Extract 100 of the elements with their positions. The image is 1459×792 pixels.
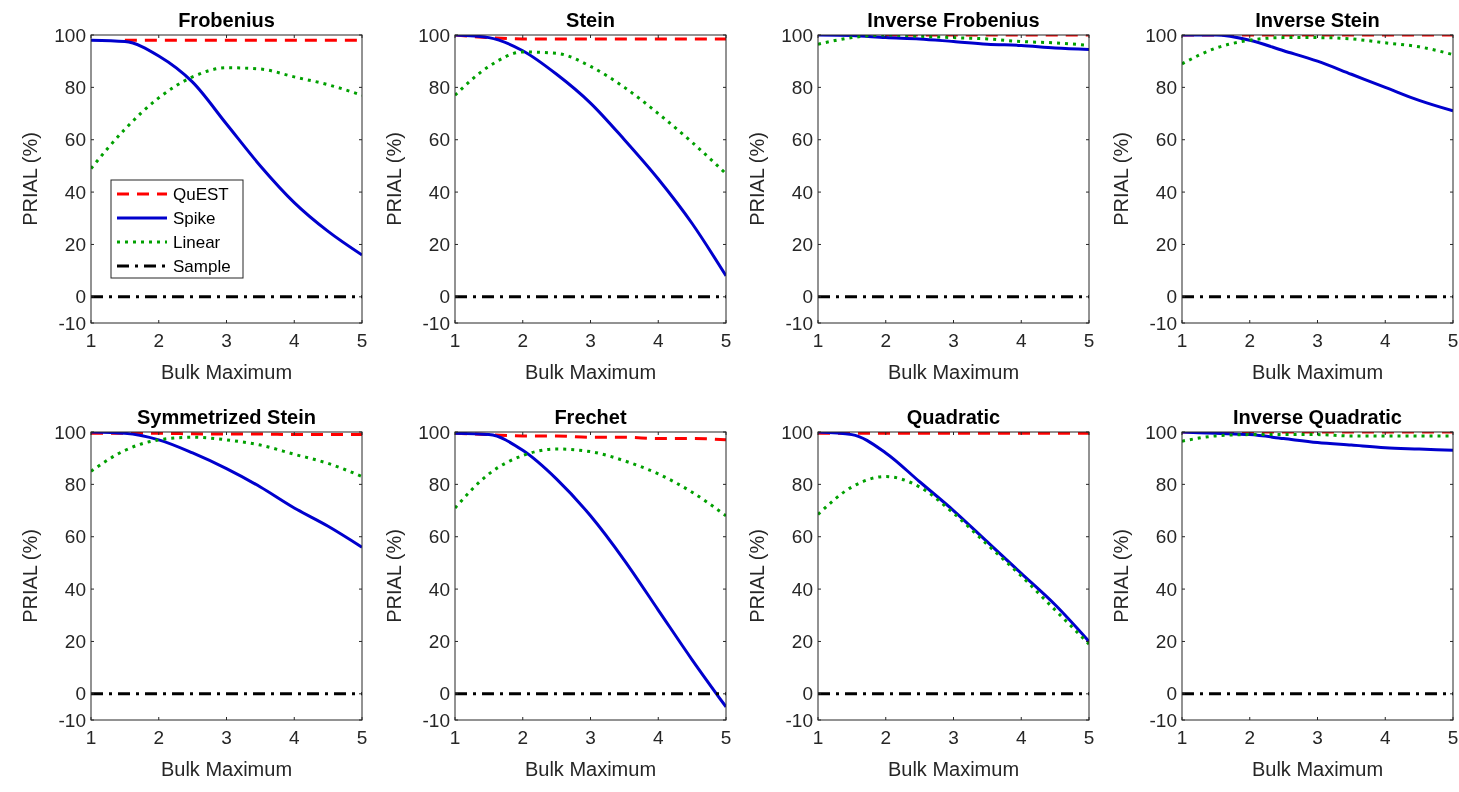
y-tick-label: 80 [428, 77, 450, 99]
x-tick-label: 4 [1379, 727, 1391, 748]
line-series [455, 50, 726, 176]
chart-title: Frechet [554, 406, 627, 428]
x-tick-label: 3 [585, 330, 596, 351]
line-series [818, 432, 1089, 643]
line-series [91, 432, 362, 549]
x-tick-label: 2 [517, 330, 529, 351]
x-tick-label: 1 [1176, 727, 1188, 748]
x-tick-label: 4 [1015, 727, 1027, 748]
y-axis-title: PRIAL (%) [19, 132, 41, 226]
y-tick-label: -10 [1149, 709, 1177, 731]
y-tick-label: 80 [1155, 474, 1177, 496]
y-tick-label: 40 [1155, 181, 1177, 203]
x-tick-label: 4 [1015, 330, 1027, 351]
x-tick-label: 4 [288, 727, 300, 748]
x-tick-label: 5 [1447, 727, 1459, 748]
x-tick-label: 2 [880, 727, 892, 748]
x-tick-label: 1 [449, 330, 461, 351]
chart-title: Quadratic [906, 406, 1001, 428]
x-tick-label: 3 [221, 727, 232, 748]
line-series [1182, 432, 1453, 452]
x-tick-label: 1 [1176, 330, 1188, 351]
y-tick-label: -10 [785, 312, 813, 334]
x-tick-label: 4 [652, 727, 664, 748]
y-tick-label: 20 [1155, 234, 1177, 256]
x-tick-label: 1 [85, 330, 97, 351]
y-tick-label: 100 [1145, 24, 1177, 46]
y-tick-label: 40 [1155, 578, 1177, 600]
x-axis-title: Bulk Maximum [524, 361, 657, 383]
y-tick-label: 100 [54, 421, 86, 443]
chart-title: Inverse Quadratic [1233, 406, 1402, 428]
y-axis-title: PRIAL (%) [746, 529, 768, 623]
y-axis-title: PRIAL (%) [1110, 529, 1132, 623]
y-tick-label: 60 [64, 526, 86, 548]
x-axis-title: Bulk Maximum [1251, 758, 1384, 780]
line-series [818, 35, 1089, 51]
x-tick-label: 3 [221, 330, 232, 351]
x-axis-title: Bulk Maximum [1251, 361, 1384, 383]
y-axis-title: PRIAL (%) [746, 132, 768, 226]
y-tick-label: 100 [418, 24, 450, 46]
y-tick-label: 60 [64, 129, 86, 151]
y-tick-label: 0 [75, 286, 86, 308]
line-series [1182, 36, 1453, 66]
chart-title: Symmetrized Stein [137, 406, 316, 428]
y-tick-label: 0 [802, 683, 813, 705]
x-axis-title: Bulk Maximum [887, 758, 1020, 780]
y-tick-label: 20 [791, 234, 813, 256]
y-tick-label: 0 [802, 286, 813, 308]
y-tick-label: 40 [64, 181, 86, 203]
x-tick-label: 2 [517, 727, 529, 748]
y-axis-title: PRIAL (%) [383, 132, 405, 226]
y-tick-label: 20 [791, 631, 813, 653]
x-tick-label: 2 [880, 330, 892, 351]
y-tick-label: -10 [1149, 312, 1177, 334]
x-tick-label: 1 [449, 727, 461, 748]
y-tick-label: 100 [54, 24, 86, 46]
y-tick-label: -10 [422, 312, 450, 334]
y-tick-label: 60 [1155, 526, 1177, 548]
x-tick-label: 4 [1379, 330, 1391, 351]
x-tick-label: 3 [1312, 727, 1323, 748]
legend-label: Linear [173, 232, 221, 252]
x-tick-label: 5 [720, 330, 732, 351]
line-series [455, 432, 726, 709]
y-tick-label: 60 [791, 129, 813, 151]
y-tick-label: 80 [1155, 77, 1177, 99]
chart-title: Stein [566, 9, 615, 31]
x-tick-label: 1 [812, 727, 824, 748]
y-tick-label: 80 [791, 77, 813, 99]
y-axis-title: PRIAL (%) [383, 529, 405, 623]
legend-label: Spike [173, 208, 216, 228]
y-tick-label: 20 [64, 234, 86, 256]
y-tick-label: 40 [791, 578, 813, 600]
x-tick-label: 5 [1083, 330, 1095, 351]
x-tick-label: 3 [585, 727, 596, 748]
y-tick-label: 60 [428, 129, 450, 151]
line-series [455, 35, 726, 278]
chart-title: Frobenius [178, 9, 275, 31]
x-tick-label: 5 [1447, 330, 1459, 351]
x-tick-label: 2 [153, 727, 165, 748]
y-axis-title: PRIAL (%) [1110, 132, 1132, 226]
x-tick-label: 5 [1083, 727, 1095, 748]
y-tick-label: -10 [785, 709, 813, 731]
x-axis-title: Bulk Maximum [160, 758, 293, 780]
y-tick-label: 0 [1166, 286, 1177, 308]
x-tick-label: 2 [1244, 727, 1256, 748]
y-tick-label: 60 [428, 526, 450, 548]
x-tick-label: 5 [720, 727, 732, 748]
y-tick-label: 80 [64, 474, 86, 496]
x-tick-label: 4 [288, 330, 300, 351]
x-tick-label: 4 [652, 330, 664, 351]
x-tick-label: 5 [356, 330, 368, 351]
y-tick-label: 0 [1166, 683, 1177, 705]
y-tick-label: 80 [428, 474, 450, 496]
x-tick-label: 2 [153, 330, 165, 351]
y-tick-label: 60 [1155, 129, 1177, 151]
y-tick-label: 40 [428, 578, 450, 600]
y-tick-label: 20 [64, 631, 86, 653]
y-tick-label: 0 [439, 286, 450, 308]
line-series [818, 475, 1089, 646]
